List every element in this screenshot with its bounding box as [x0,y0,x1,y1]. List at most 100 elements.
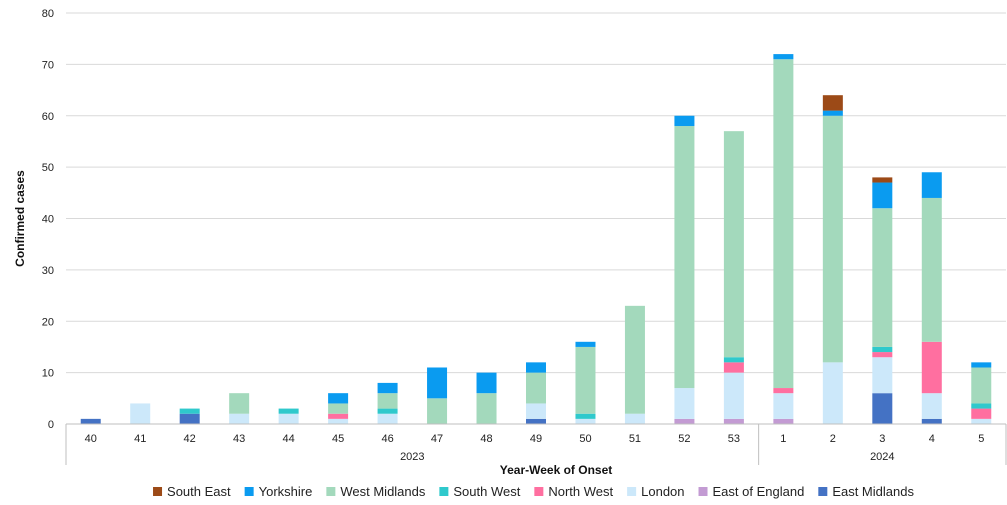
bar-segment-yorkshire [921,172,942,198]
bar-segment-east-of-england [773,418,794,424]
bar-segment-north-west [328,413,349,419]
bar-segment-london [229,413,250,424]
bar-segment-yorkshire [328,393,349,404]
bar-segment-london [377,413,398,424]
bar-segment-south-west [971,403,992,409]
bar-segment-west-midlands [575,346,596,414]
legend-label: Yorkshire [259,484,313,499]
bar-segment-west-midlands [427,398,448,424]
x-axis-title: Year-Week of Onset [500,463,613,477]
bar-segment-north-west [971,408,992,419]
x-tick-label: 2 [830,433,836,445]
x-tick-label: 43 [233,433,245,445]
bar-segment-west-midlands [773,59,794,389]
bar-segment-west-midlands [822,115,843,363]
x-tick-label: 1 [780,433,786,445]
bar-segment-east-midlands [80,418,101,424]
bar-segment-london [773,393,794,419]
legend-swatch [698,487,708,496]
bar-segment-south-west [723,357,744,363]
bar-segment-yorkshire [427,367,448,399]
bar-segment-yorkshire [377,382,398,394]
bar-segment-west-midlands [476,393,497,424]
bar-segment-south-west [872,346,893,353]
bar-segment-london [921,393,942,419]
bar-segment-london [130,403,151,424]
x-tick-label: 5 [978,433,984,445]
x-tick-label: 44 [283,433,295,445]
x-tick-label: 53 [728,433,740,445]
x-tick-label: 48 [480,433,492,445]
bar-segment-yorkshire [476,372,497,394]
bar-segment-east-of-england [723,418,744,424]
year-label: 2024 [870,451,894,463]
legend-swatch [326,487,336,496]
bar-segment-south-west [179,408,200,414]
bar-segment-west-midlands [674,126,695,389]
bar-segment-west-midlands [328,403,349,414]
legend-label: East of England [713,484,805,499]
bar-segment-east-midlands [921,418,942,424]
y-tick-label: 40 [42,214,54,226]
bar-segment-west-midlands [229,393,250,414]
bar-segment-west-midlands [723,131,744,358]
x-tick-label: 46 [381,433,393,445]
y-tick-label: 70 [42,59,54,71]
bar-segment-north-west [872,352,893,358]
y-tick-label: 30 [42,265,54,277]
x-tick-label: 4 [929,433,935,445]
bar-segment-south-east [822,95,843,111]
bar-segment-yorkshire [773,54,794,60]
y-tick-label: 60 [42,111,54,123]
x-tick-label: 40 [85,433,97,445]
legend-swatch [534,487,544,496]
x-tick-label: 41 [134,433,146,445]
legend-swatch [244,487,254,496]
legend-swatch [627,487,637,496]
x-tick-label: 52 [678,433,690,445]
bar-segment-london [575,418,596,424]
x-tick-label: 42 [184,433,196,445]
y-tick-label: 20 [42,316,54,328]
legend-label: South East [167,484,231,499]
legend-swatch [153,487,163,496]
bar-segment-south-west [278,408,299,414]
legend-swatch [439,487,449,496]
year-label: 2023 [400,451,424,463]
bar-segment-west-midlands [526,372,546,404]
bar-segment-yorkshire [971,362,992,368]
bar-segment-south-east [872,177,893,183]
bar-segment-east-midlands [179,413,200,424]
legend-swatch [818,487,828,496]
bar-segment-south-west [377,408,398,414]
bar-segment-east-of-england [674,418,695,424]
bar-segment-london [822,362,843,424]
bar-segment-west-midlands [971,367,992,404]
y-tick-label: 50 [42,162,54,174]
bar-segment-london [624,413,645,424]
y-tick-label: 10 [42,368,54,380]
bar-segment-west-midlands [872,208,893,347]
bar-segment-south-west [575,413,596,419]
bar-segment-west-midlands [624,305,645,414]
y-tick-label: 80 [42,8,54,20]
y-tick-label: 0 [48,419,54,431]
bar-segment-london [278,413,299,424]
bar-segment-yorkshire [526,362,546,373]
legend-label: South West [453,484,520,499]
bar-segment-london [328,418,349,424]
bar-segment-london [971,418,992,424]
bar-segment-north-west [723,362,744,373]
bar-segment-west-midlands [921,197,942,342]
bar-segment-london [526,403,546,419]
x-tick-label: 51 [629,433,641,445]
bar-segment-london [872,357,893,394]
x-tick-label: 45 [332,433,344,445]
legend-label: London [641,484,684,499]
bar-segment-west-midlands [377,393,398,409]
y-axis-title: Confirmed cases [13,170,27,267]
bar-segment-london [723,372,744,419]
x-tick-label: 47 [431,433,443,445]
